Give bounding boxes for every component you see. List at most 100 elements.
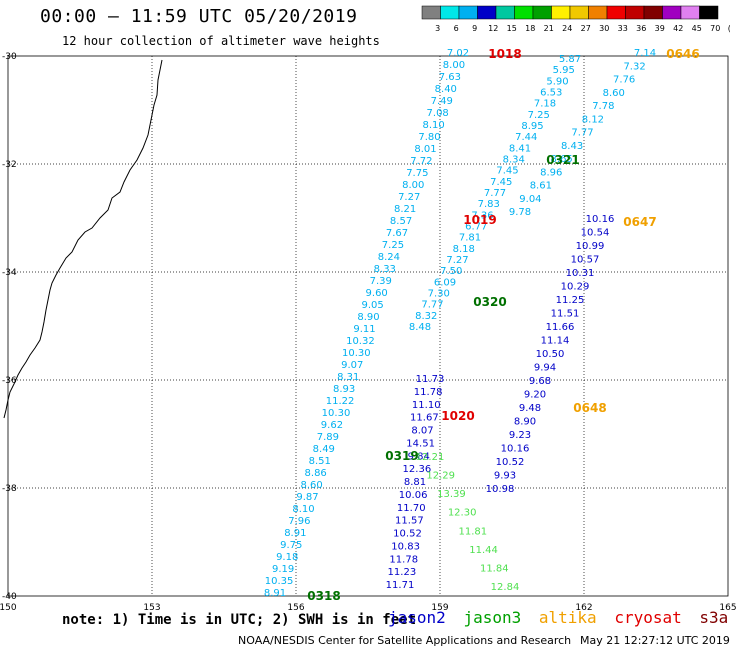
latitude-tick-label: -32	[2, 160, 17, 170]
longitude-tick-label: 162	[575, 603, 592, 613]
scale-label: 15	[507, 24, 517, 33]
wave-height-value: 9.68	[529, 376, 551, 387]
wave-height-value: 9.94	[534, 363, 556, 374]
wave-height-value: 9.07	[341, 360, 363, 371]
wave-height-value: 8.90	[514, 417, 536, 428]
wave-height-value: 8.93	[333, 384, 355, 395]
wave-height-value: 7.30	[428, 289, 450, 300]
wave-height-value: 11.70	[397, 503, 426, 514]
wave-height-value: 8.21	[394, 204, 416, 215]
wave-height-value: 5.95	[553, 65, 575, 76]
wave-height-value: 8.91	[284, 528, 306, 539]
wave-height-value: 9.04	[519, 194, 541, 205]
wave-height-value: 10.29	[561, 282, 590, 293]
wave-height-value: 8.10	[422, 120, 444, 131]
wave-height-value: 11.71	[386, 580, 415, 591]
wave-height-value: 8.34	[503, 155, 525, 166]
note-text: note: 1) Time is in UTC; 2) SWH is in fe…	[62, 612, 417, 628]
wave-height-value: 9.78	[509, 207, 531, 218]
scale-label: 36	[636, 24, 646, 33]
latitude-tick-label: -36	[2, 376, 17, 386]
wave-height-value: 9.93	[494, 471, 516, 482]
wave-height-value: 11.25	[556, 295, 585, 306]
mission-altika: altika	[538, 608, 597, 627]
wave-height-value: 7.45	[490, 177, 512, 188]
wave-height-value: 8.49	[313, 444, 335, 455]
mission-s3a: s3a	[699, 608, 729, 627]
wave-height-value: 9.23	[509, 430, 531, 441]
wave-height-value: 12.84	[491, 582, 520, 593]
wave-height-value: 8.96	[540, 167, 562, 178]
pass-time-label: 1019	[463, 213, 496, 227]
wave-height-value: 9.48	[519, 403, 541, 414]
wave-height-value: 12.36	[403, 464, 432, 475]
wave-height-value: 7.67	[386, 228, 408, 239]
wave-height-value: 11.51	[551, 309, 580, 320]
wave-height-value: 8.41	[509, 143, 531, 154]
latitude-tick-label: -38	[2, 484, 17, 494]
wave-height-value: 7.76	[613, 75, 635, 86]
wave-height-value: 7.77	[421, 300, 443, 311]
wave-height-value: 9.11	[353, 324, 375, 335]
longitude-axis: 150 153 156 159 162 165	[0, 603, 737, 613]
scale-label: 3	[435, 24, 440, 33]
wave-height-value: 7.63	[439, 72, 461, 83]
wave-height-value: 10.16	[501, 444, 530, 455]
pass-time-label: 0647	[623, 215, 656, 229]
wave-height-value: 12.30	[448, 508, 477, 519]
wave-height-value: 7.81	[459, 233, 481, 244]
wave-height-value: 11.78	[389, 554, 418, 565]
wave-height-value: 10.06	[399, 490, 428, 501]
latitude-tick-label: -34	[2, 268, 17, 278]
longitude-tick-label: 150	[0, 603, 17, 613]
pass-time-label: 0320	[473, 295, 506, 309]
wave-height-value: 12.21	[416, 452, 445, 463]
wave-height-value: 8.65	[551, 154, 573, 165]
wave-height-value: 11.23	[388, 567, 417, 578]
wave-height-value: 10.83	[391, 541, 420, 552]
wave-height-value: 7.75	[406, 168, 428, 179]
wave-height-value: 8.32	[415, 311, 437, 322]
wave-height-value: 8.31	[337, 372, 359, 383]
wave-height-value: 7.32	[623, 61, 645, 72]
wave-height-value: 7.96	[288, 516, 310, 527]
scale-label: 21	[544, 24, 554, 33]
longitude-tick-label: 159	[431, 603, 448, 613]
wave-height-value: 7.83	[478, 199, 500, 210]
pass-labels: 1018 0646 0321 1019 0647 0320 1020 0648 0319 0318	[307, 47, 699, 603]
coastline	[3, 59, 163, 419]
map-title: 00:00 – 11:59 UTC 05/20/2019	[40, 6, 358, 27]
wave-height-value: 8.60	[300, 480, 322, 491]
pass-time-label: 1018	[488, 47, 521, 61]
wave-height-value: 6.53	[540, 88, 562, 99]
wave-height-value: 11.78	[414, 387, 443, 398]
wave-height-value: 6.09	[434, 277, 456, 288]
mission-cryosat: cryosat	[614, 608, 682, 627]
wave-height-value: 8.12	[582, 114, 604, 125]
wave-height-value: 9.87	[296, 492, 318, 503]
wave-height-value: 10.32	[346, 336, 375, 347]
wave-height-value: 8.01	[414, 144, 436, 155]
scale-label: (ft)	[728, 24, 730, 33]
wave-height-value: 7.27	[398, 192, 420, 203]
pass-time-label: 1020	[441, 409, 474, 423]
plot-frame	[7, 55, 729, 597]
grid-lines	[7, 55, 729, 597]
wave-height-value: 8.00	[443, 60, 465, 71]
wave-height-value: 12.29	[426, 471, 455, 482]
map-subtitle: 12 hour collection of altimeter wave hei…	[62, 34, 380, 48]
wave-height-value: 10.98	[486, 484, 515, 495]
footer-source: NOAA/NESDIS Center for Satellite Applica…	[238, 634, 572, 647]
wave-height-value: 7.45	[496, 166, 518, 177]
wave-height-value: 9.20	[524, 390, 546, 401]
wave-height-value: 7.08	[427, 108, 449, 119]
wave-height-value: 10.54	[581, 228, 610, 239]
wave-height-value: 7.77	[571, 128, 593, 139]
longitude-tick-label: 165	[719, 603, 736, 613]
mission-jason2: jason2	[388, 608, 446, 627]
wave-height-value: 10.35	[265, 576, 294, 587]
wave-height-value: 8.57	[390, 216, 412, 227]
wave-height-value: 11.73	[416, 374, 445, 385]
